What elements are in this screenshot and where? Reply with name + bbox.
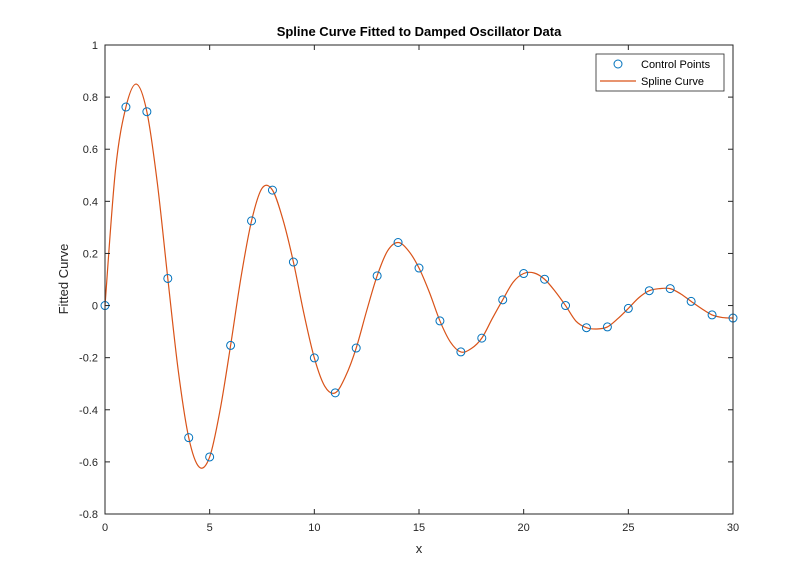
control-point-marker xyxy=(267,185,277,195)
control-point-marker xyxy=(602,322,612,332)
control-point-marker xyxy=(288,257,298,267)
y-axis-ticks: -0.8 -0.6 -0.4 -0.2 0 0.2 0.4 0.6 0.8 1 xyxy=(79,40,733,521)
control-point-marker xyxy=(581,323,591,333)
x-tick-label: 5 xyxy=(207,522,213,534)
control-point-marker xyxy=(184,433,194,443)
control-point-marker xyxy=(540,274,550,284)
control-point-marker xyxy=(351,343,361,353)
legend-label-spline-curve: Spline Curve xyxy=(641,76,704,88)
control-point-marker xyxy=(247,216,257,226)
control-point-marker xyxy=(121,102,131,112)
control-point-marker xyxy=(309,353,319,363)
spline-curve-line xyxy=(104,83,734,469)
control-point-marker xyxy=(226,340,236,350)
y-tick-label: 0.8 xyxy=(83,92,98,104)
control-point-marker xyxy=(477,333,487,343)
control-point-marker xyxy=(372,271,382,281)
spline-curve-layer xyxy=(104,83,734,469)
control-point-marker xyxy=(456,347,466,357)
y-tick-label: -0.8 xyxy=(79,509,98,521)
control-point-marker xyxy=(330,388,340,398)
x-tick-label: 0 xyxy=(102,522,108,534)
control-points-layer xyxy=(100,102,738,462)
x-tick-label: 15 xyxy=(413,522,425,534)
plot-background xyxy=(105,45,733,514)
chart-title: Spline Curve Fitted to Damped Oscillator… xyxy=(277,24,562,39)
control-point-marker xyxy=(561,301,571,311)
control-point-marker xyxy=(205,452,215,462)
y-tick-label: 0.2 xyxy=(83,248,98,260)
control-point-marker xyxy=(393,238,403,248)
control-point-marker xyxy=(142,107,152,117)
y-tick-label: -0.6 xyxy=(79,457,98,469)
control-point-marker xyxy=(665,284,675,294)
x-tick-label: 30 xyxy=(727,522,739,534)
y-tick-label: 0 xyxy=(92,301,98,313)
control-point-marker xyxy=(644,286,654,296)
x-axis-ticks: 0 5 10 15 20 25 30 xyxy=(102,45,739,534)
x-tick-label: 25 xyxy=(622,522,634,534)
y-tick-label: -0.4 xyxy=(79,405,98,417)
y-tick-label: 0.6 xyxy=(83,144,98,156)
x-tick-label: 10 xyxy=(308,522,320,534)
control-point-marker xyxy=(686,296,696,306)
legend-marker-control-points xyxy=(613,59,623,69)
control-point-marker xyxy=(707,310,717,320)
control-point-marker xyxy=(414,263,424,273)
y-tick-label: -0.2 xyxy=(79,353,98,365)
x-tick-label: 20 xyxy=(518,522,530,534)
x-axis-label: x xyxy=(416,541,423,556)
legend: Control Points Spline Curve xyxy=(595,53,725,92)
y-axis-label: Fitted Curve xyxy=(56,244,71,315)
legend-label-control-points: Control Points xyxy=(641,59,711,71)
y-tick-label: 1 xyxy=(92,40,98,52)
control-point-marker xyxy=(163,273,173,283)
control-point-marker xyxy=(623,303,633,313)
control-point-marker xyxy=(519,269,529,279)
control-point-marker xyxy=(498,295,508,305)
y-tick-label: 0.4 xyxy=(83,196,98,208)
control-point-marker xyxy=(435,316,445,326)
